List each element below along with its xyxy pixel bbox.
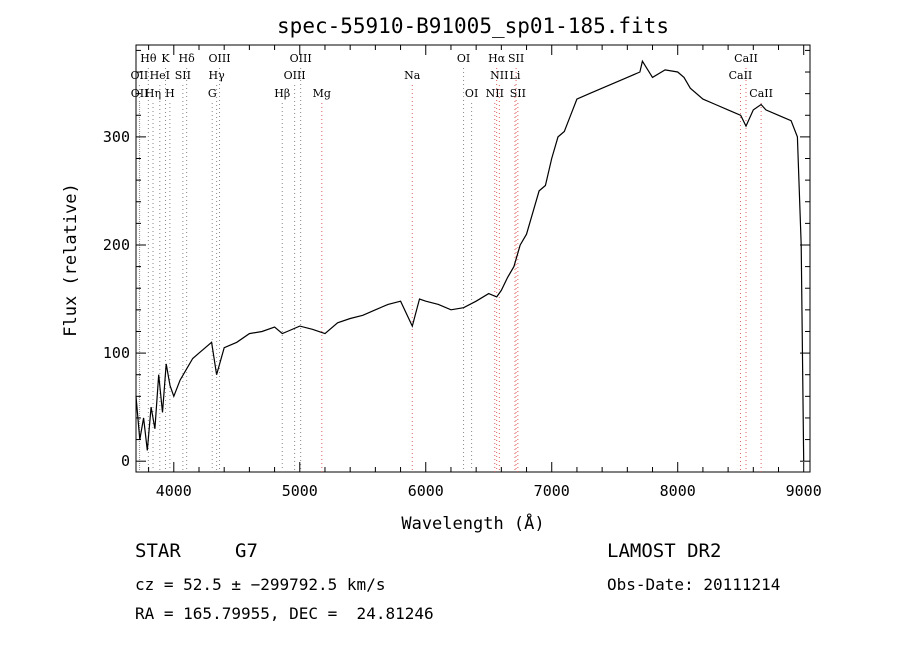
line-label-10: HeI: [150, 69, 170, 82]
line-label-16: Li: [510, 69, 521, 82]
line-label-8: CaII: [734, 52, 758, 65]
line-label-24: OI: [465, 87, 478, 100]
line-label-1: K: [161, 52, 170, 65]
line-label-26: SII: [510, 87, 526, 100]
x-axis: 4000 5000 6000 7000 8000 9000: [148, 45, 822, 500]
x-tick-label-5: 9000: [786, 482, 822, 500]
line-label-25: NII: [486, 87, 504, 100]
chart-title: spec-55910-B91005_sp01-185.fits: [277, 14, 669, 38]
x-axis-label: Wavelength (Å): [401, 512, 544, 534]
x-tick-label-2: 6000: [408, 482, 444, 500]
x-tick-label-4: 8000: [660, 482, 696, 500]
y-axis: 0 100 200 300: [103, 49, 810, 470]
spectral-class: G7: [235, 540, 258, 562]
x-tick-label-0: 4000: [156, 482, 192, 500]
line-label-14: Na: [404, 69, 421, 82]
line-label-9: OII: [131, 69, 149, 82]
line-label-15: NII: [490, 69, 508, 82]
line-label-2: Hδ: [179, 52, 196, 65]
line-label-27: CaII: [749, 87, 773, 100]
line-label-22: Hβ: [274, 87, 290, 100]
line-label-11: SII: [175, 69, 191, 82]
y-tick-label-1: 100: [103, 344, 130, 362]
series-line-0: [135, 59, 805, 462]
line-label-3: OIII: [208, 52, 230, 65]
coordinates: RA = 165.79955, DEC = 24.81246: [135, 604, 434, 623]
survey-name: LAMOST DR2: [607, 540, 722, 562]
line-label-13: OIII: [284, 69, 306, 82]
y-tick-label-2: 200: [103, 236, 130, 254]
object-type: STAR: [135, 540, 181, 562]
line-label-20: H: [165, 87, 175, 100]
y-axis-label: Flux (relative): [61, 183, 81, 337]
line-label-7: SII: [508, 52, 524, 65]
line-label-21: G: [208, 87, 217, 100]
spectral-line-markers: [138, 68, 762, 472]
line-label-17: CaII: [729, 69, 753, 82]
observation-date: Obs-Date: 20111214: [607, 575, 781, 594]
x-tick-label-1: 5000: [282, 482, 318, 500]
y-tick-label-3: 300: [103, 128, 130, 146]
line-label-23: Mg: [313, 87, 331, 100]
line-label-0: Hθ: [140, 52, 157, 65]
spectrum-series: [135, 59, 805, 462]
y-tick-label-0: 0: [121, 452, 130, 470]
redshift-velocity: cz = 52.5 ± −299792.5 km/s: [135, 575, 386, 594]
x-tick-label-3: 7000: [534, 482, 570, 500]
line-label-4: OIII: [290, 52, 312, 65]
line-label-6: Hα: [488, 52, 506, 65]
line-label-5: OI: [457, 52, 470, 65]
line-label-12: Hγ: [209, 69, 226, 82]
plot-frame: [135, 44, 811, 473]
line-label-19: Hη: [145, 87, 161, 100]
